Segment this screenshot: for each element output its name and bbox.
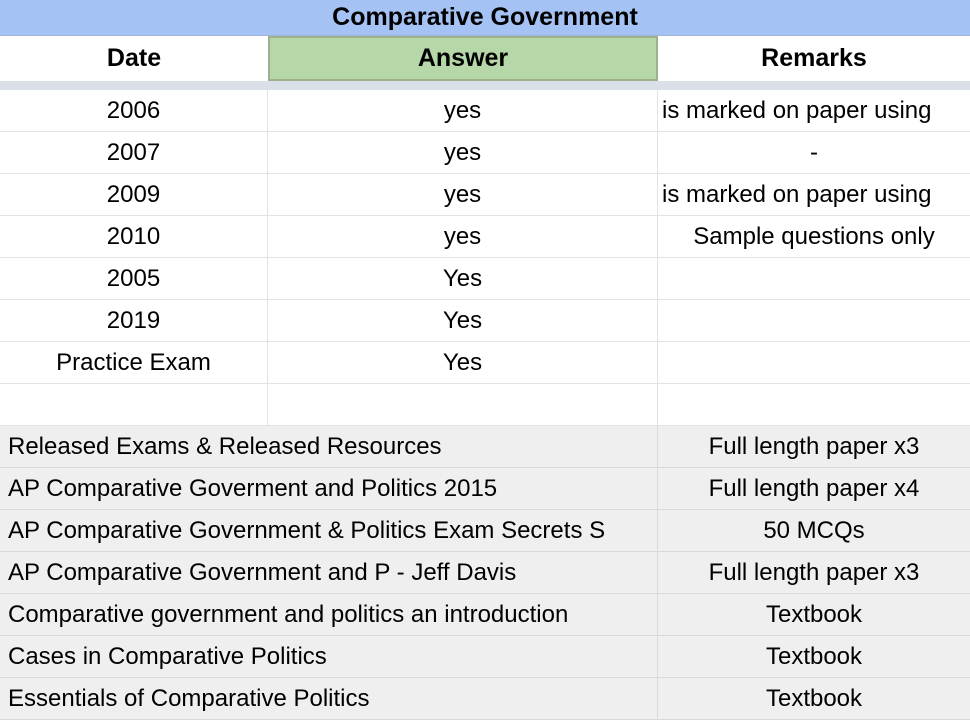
table-row: 2007 yes - (0, 132, 970, 174)
date-cell[interactable]: 2010 (0, 216, 268, 257)
date-cell[interactable]: 2006 (0, 90, 268, 131)
answer-cell[interactable]: yes (268, 216, 658, 257)
answer-cell[interactable] (268, 384, 658, 425)
resource-name-cell[interactable]: Comparative government and politics an i… (0, 594, 658, 635)
table-row-empty (0, 384, 970, 426)
resource-row: Released Exams & Released Resources Full… (0, 426, 970, 468)
resource-detail-cell[interactable]: Textbook (765, 642, 863, 670)
remarks-cell[interactable] (658, 300, 970, 341)
table-row: 2006 yes is marked on paper using (0, 90, 970, 132)
date-cell[interactable]: 2007 (0, 132, 268, 173)
resource-row: AP Comparative Government and P - Jeff D… (0, 552, 970, 594)
resource-row: AP Comparative Government & Politics Exa… (0, 510, 970, 552)
answer-cell[interactable]: Yes (268, 258, 658, 299)
frozen-row-divider (0, 81, 970, 90)
date-cell[interactable]: 2009 (0, 174, 268, 215)
resource-row: Comparative government and politics an i… (0, 594, 970, 636)
resource-row: Cases in Comparative Politics Textbook (0, 636, 970, 678)
resource-detail-cell[interactable]: Textbook (765, 684, 863, 712)
table-row: 2019 Yes (0, 300, 970, 342)
header-row: Date Answer Remarks (0, 36, 970, 81)
date-cell[interactable]: Practice Exam (0, 342, 268, 383)
date-cell[interactable]: 2005 (0, 258, 268, 299)
table-row: 2005 Yes (0, 258, 970, 300)
remarks-cell[interactable]: is marked on paper using (662, 96, 932, 124)
resource-detail-cell[interactable]: Full length paper x3 (708, 558, 920, 586)
answer-cell[interactable]: Yes (268, 342, 658, 383)
answer-cell[interactable]: yes (268, 174, 658, 215)
resource-name-cell[interactable]: AP Comparative Government & Politics Exa… (0, 510, 658, 551)
header-date[interactable]: Date (106, 44, 162, 72)
answer-cell[interactable]: Yes (268, 300, 658, 341)
header-remarks[interactable]: Remarks (761, 44, 867, 72)
remarks-cell[interactable] (658, 342, 970, 383)
resource-detail-cell[interactable]: Full length paper x3 (708, 432, 920, 460)
remarks-cell[interactable] (658, 384, 970, 425)
date-cell[interactable] (0, 384, 268, 425)
resource-name-cell[interactable]: Released Exams & Released Resources (0, 426, 658, 467)
sheet-title-cell[interactable]: Comparative Government (0, 0, 970, 36)
resource-name-cell[interactable]: AP Comparative Goverment and Politics 20… (0, 468, 658, 509)
answer-cell[interactable]: yes (268, 132, 658, 173)
resource-row: Essentials of Comparative Politics Textb… (0, 678, 970, 720)
remarks-cell[interactable]: - (810, 138, 818, 166)
date-cell[interactable]: 2019 (0, 300, 268, 341)
resource-detail-cell[interactable]: Textbook (765, 600, 863, 628)
answer-cell[interactable]: yes (268, 90, 658, 131)
resource-detail-cell[interactable]: Full length paper x4 (708, 474, 920, 502)
resource-name-cell[interactable]: Essentials of Comparative Politics (0, 678, 658, 719)
resource-row: AP Comparative Goverment and Politics 20… (0, 468, 970, 510)
sheet-title: Comparative Government (332, 3, 638, 31)
resource-name-cell[interactable]: AP Comparative Government and P - Jeff D… (0, 552, 658, 593)
table-row: Practice Exam Yes (0, 342, 970, 384)
table-row: 2010 yes Sample questions only (0, 216, 970, 258)
resource-name-cell[interactable]: Cases in Comparative Politics (0, 636, 658, 677)
remarks-cell[interactable]: Sample questions only (693, 222, 935, 250)
remarks-cell[interactable] (658, 258, 970, 299)
header-answer[interactable]: Answer (268, 36, 658, 81)
resource-detail-cell[interactable]: 50 MCQs (763, 516, 865, 544)
table-row: 2009 yes is marked on paper using (0, 174, 970, 216)
remarks-cell[interactable]: is marked on paper using (662, 180, 932, 208)
